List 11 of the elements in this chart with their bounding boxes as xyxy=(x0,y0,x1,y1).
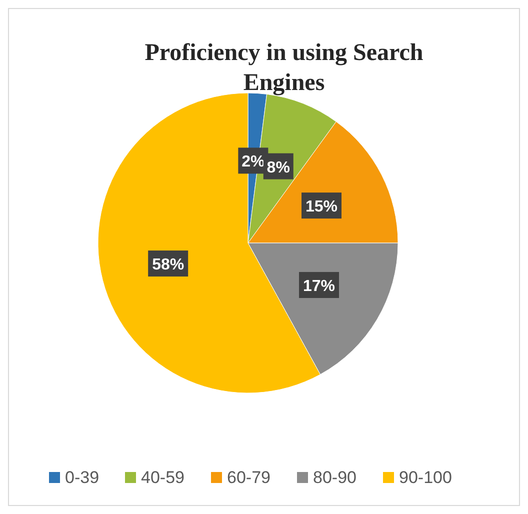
legend-label: 40-59 xyxy=(141,468,184,487)
legend-label: 0-39 xyxy=(65,468,100,487)
data-label: 58% xyxy=(152,256,184,274)
legend-label: 80-90 xyxy=(313,468,356,487)
chart-title: Proficiency in using Search Engines xyxy=(144,40,424,96)
legend-label: 90-100 xyxy=(399,468,452,487)
legend-label: 60-79 xyxy=(227,468,270,487)
data-label: 8% xyxy=(266,159,290,176)
data-label: 15% xyxy=(305,198,338,216)
data-label: 2% xyxy=(242,154,265,171)
data-label: 17% xyxy=(302,278,336,295)
